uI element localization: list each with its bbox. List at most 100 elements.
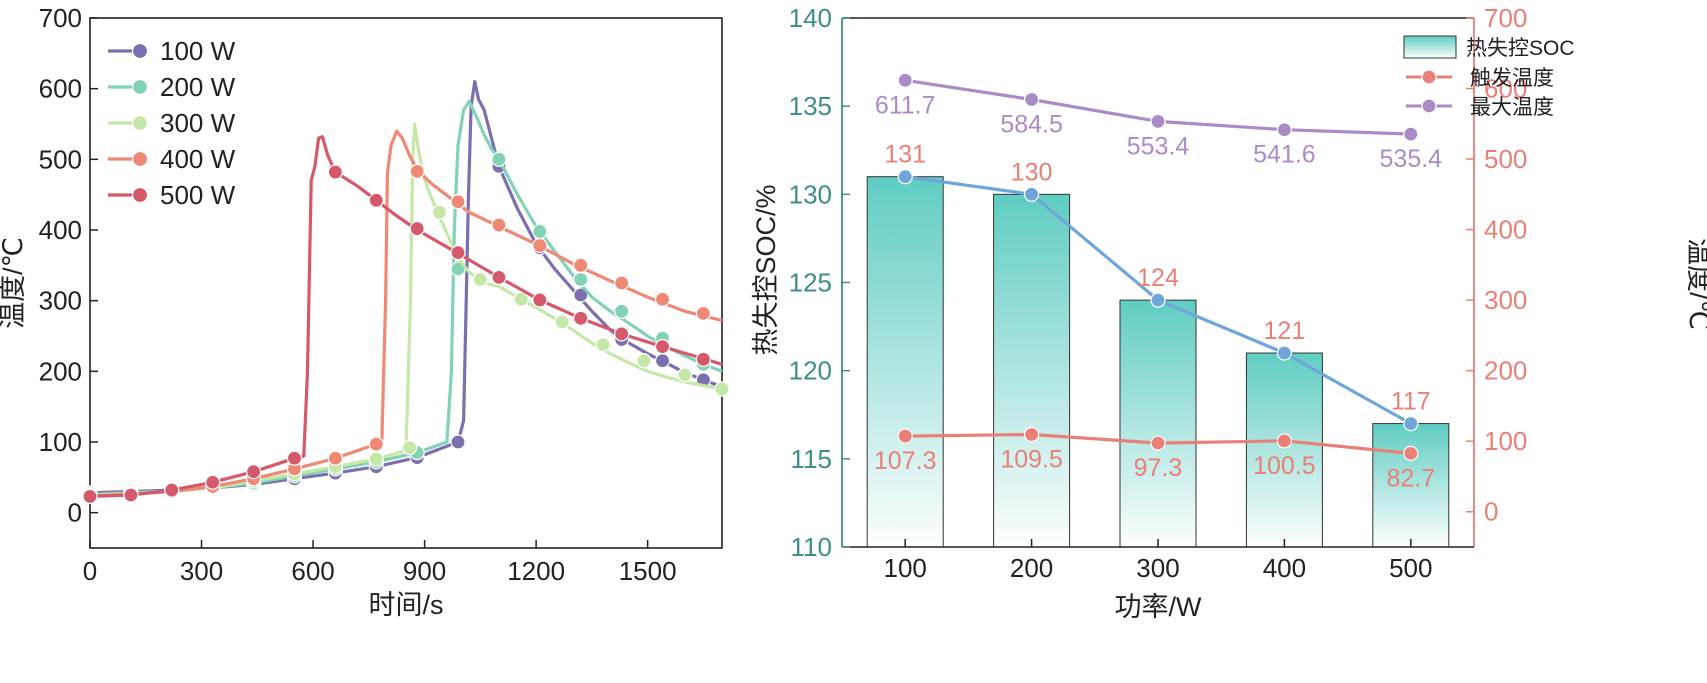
data-point — [491, 217, 507, 233]
legend-marker — [1421, 98, 1437, 114]
bar-value-label: 124 — [1137, 264, 1179, 292]
data-point — [368, 436, 384, 452]
legend-marker — [131, 42, 149, 60]
max-temperature-label: 541.6 — [1253, 141, 1316, 169]
chart1-plot-frame — [89, 17, 723, 549]
data-point — [327, 450, 343, 466]
data-point — [409, 220, 425, 237]
data-point — [614, 303, 630, 319]
chart1-legend: 100 W 200 W 300 W 400 W 500 W — [108, 36, 236, 210]
y-tick-label: 400 — [39, 215, 82, 245]
chart-soc-vs-power: 110 115 120 125 130 135 140 0 100 200 300 400 500 600… — [751, 3, 1707, 622]
y-tick-label: 700 — [39, 3, 82, 33]
legend-marker — [1421, 69, 1437, 85]
y-tick-label: 100 — [39, 427, 82, 457]
chart2-left-y-axis-title: 热失控SOC/% — [751, 184, 781, 355]
max-temperature-point — [1276, 122, 1293, 138]
legend-label: 最大温度 — [1470, 96, 1554, 119]
x-tick-label: 600 — [291, 556, 334, 586]
trigger-temperature-label: 82.7 — [1386, 464, 1435, 492]
trigger-temperature-label: 97.3 — [1134, 454, 1183, 482]
data-point — [491, 151, 507, 167]
max-temperature-label: 553.4 — [1127, 132, 1190, 160]
data-point — [368, 192, 384, 208]
soc-point — [1276, 345, 1293, 361]
left-y-tick-label: 110 — [791, 532, 832, 562]
right-y-tick-label: 700 — [1484, 3, 1527, 33]
x-tick-label: 300 — [180, 556, 223, 586]
soc-point — [1403, 415, 1419, 432]
bar-100 — [866, 176, 944, 548]
max-temperature-point — [1403, 126, 1419, 142]
right-y-tick-label: 200 — [1484, 356, 1527, 386]
bar-500 — [1372, 423, 1450, 548]
bar-400 — [1245, 352, 1323, 548]
legend-label: 300 W — [160, 108, 236, 138]
trigger-temperature-point — [1150, 435, 1166, 451]
bar-value-label: 130 — [1011, 158, 1053, 186]
x-tick-label: 100 — [884, 553, 927, 583]
data-point — [636, 353, 652, 369]
data-point — [532, 292, 548, 308]
legend-marker — [131, 186, 149, 204]
data-point — [245, 464, 262, 480]
chart1-x-axis-title: 时间/s — [368, 590, 443, 620]
y-tick-label: 200 — [39, 356, 82, 386]
data-point — [286, 450, 303, 466]
legend-marker — [131, 150, 149, 168]
data-point — [573, 257, 589, 273]
data-point — [368, 451, 384, 467]
y-tick-label: 600 — [39, 74, 82, 104]
chart2-x-axis-title: 功率/W — [1115, 592, 1203, 622]
soc-point — [1023, 186, 1040, 202]
legend-label: 200 W — [160, 72, 236, 102]
data-point — [614, 326, 630, 342]
x-tick-label: 200 — [1010, 553, 1053, 583]
right-y-tick-label: 100 — [1484, 426, 1527, 456]
soc-point — [897, 169, 913, 185]
bar-value-label: 117 — [1391, 388, 1431, 416]
x-tick-label: 1200 — [507, 556, 565, 586]
chart2-bars — [866, 176, 1450, 548]
chart1-y-axis-title: 温度/℃ — [0, 237, 28, 329]
right-y-tick-label: 400 — [1484, 215, 1527, 245]
y-tick-label: 500 — [39, 144, 82, 174]
trigger-temperature-point — [897, 428, 913, 444]
chart1-series — [82, 80, 730, 505]
data-point — [554, 314, 570, 330]
trigger-temperature-label: 107.3 — [874, 447, 937, 475]
max-temperature-label: 611.7 — [875, 91, 936, 119]
right-y-tick-label: 300 — [1484, 285, 1527, 315]
data-point — [491, 269, 507, 285]
legend-label: 触发温度 — [1470, 67, 1554, 90]
data-point — [450, 245, 466, 261]
right-y-tick-label: 500 — [1484, 144, 1527, 174]
data-point — [573, 271, 589, 288]
data-point — [164, 482, 180, 498]
data-point — [654, 353, 671, 369]
left-y-tick-label: 135 — [789, 91, 832, 121]
data-point — [450, 194, 466, 210]
data-point — [431, 204, 448, 220]
data-point — [654, 291, 671, 307]
max-temperature-point — [897, 72, 913, 88]
data-point — [409, 163, 425, 179]
data-point — [573, 287, 589, 303]
data-point — [532, 223, 548, 240]
data-point — [450, 434, 466, 450]
right-y-tick-label: 600 — [1484, 74, 1527, 104]
x-tick-label: 500 — [1389, 553, 1432, 583]
max-temperature-label: 535.4 — [1380, 145, 1443, 173]
left-y-tick-label: 140 — [789, 3, 832, 33]
data-point — [595, 336, 611, 353]
data-point — [402, 440, 418, 456]
left-y-tick-label: 115 — [791, 444, 832, 474]
data-point — [614, 275, 630, 291]
left-y-tick-label: 125 — [789, 268, 832, 298]
left-y-tick-label: 120 — [789, 356, 832, 386]
bar-300 — [1119, 299, 1197, 548]
legend-label: 400 W — [160, 144, 236, 174]
legend-label: 500 W — [160, 180, 236, 210]
